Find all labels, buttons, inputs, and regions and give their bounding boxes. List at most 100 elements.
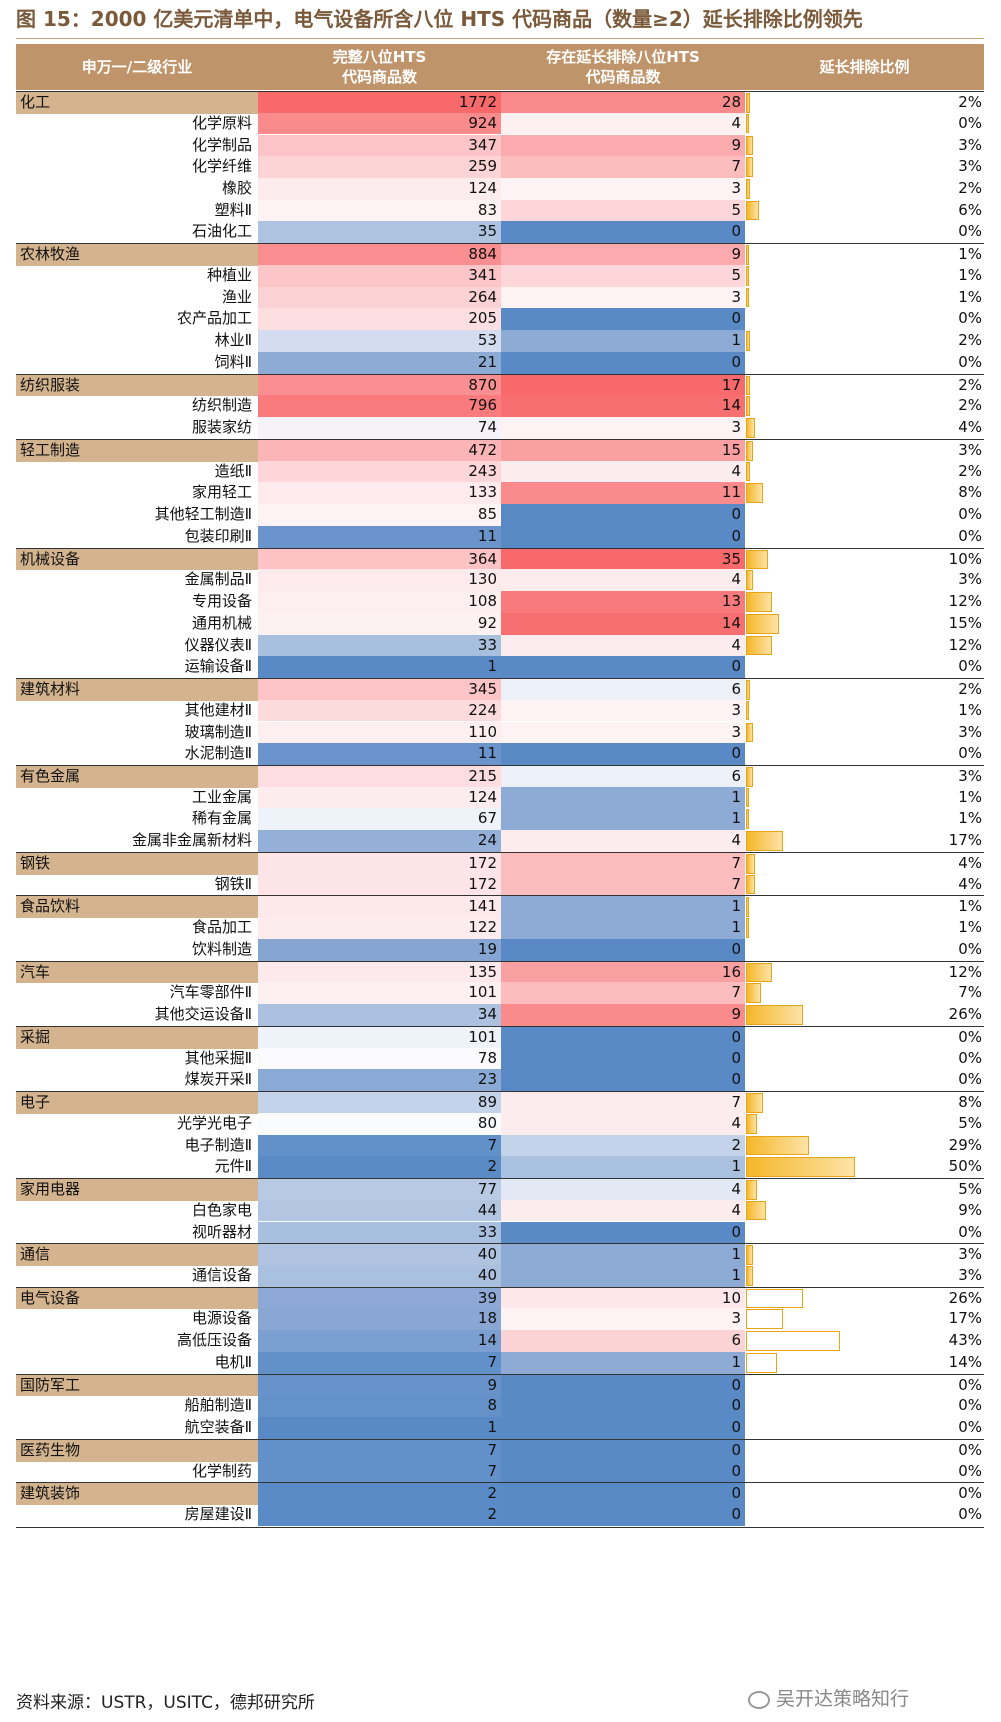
ratio-bar: [746, 1135, 809, 1156]
ratio-cell: 12%: [745, 591, 984, 613]
ratio-cell: 4%: [745, 417, 984, 439]
industry-row-level2: 金属非金属新材料 24 4 17%: [16, 830, 984, 852]
extended-count-cell: 0: [501, 1221, 745, 1244]
ratio-value: 17%: [948, 1309, 982, 1328]
ratio-value: 10%: [948, 549, 982, 568]
ratio-bar: [746, 1245, 753, 1265]
extended-count-cell: 1: [501, 917, 745, 939]
extended-count-cell: 4: [501, 112, 745, 135]
industry-row-level2: 房屋建设Ⅱ 2 0 0%: [16, 1504, 984, 1526]
industry-row-level2: 渔业 264 3 1%: [16, 286, 984, 309]
full-count-cell: 135: [258, 961, 501, 984]
ratio-bar: [746, 461, 750, 482]
industry-name: 电源设备: [191, 1309, 252, 1328]
industry-name: 种植业: [206, 265, 252, 284]
industry-name: 化学纤维: [191, 157, 252, 176]
full-count-cell: 19: [258, 938, 501, 961]
wechat-icon: [748, 1690, 770, 1709]
ratio-cell: 29%: [745, 1135, 984, 1157]
industry-name: 其他建材Ⅱ: [184, 700, 252, 719]
extended-count-cell: 1: [501, 1265, 745, 1287]
ratio-value: 3%: [958, 570, 982, 589]
industry-name: 仪器仪表Ⅱ: [184, 635, 252, 654]
ratio-cell: 2%: [745, 92, 984, 114]
ratio-value: 5%: [958, 1180, 982, 1198]
ratio-bar: [746, 1200, 766, 1221]
industry-name: 建筑装饰: [16, 1483, 258, 1506]
full-count-cell: 870: [258, 374, 501, 397]
full-count-cell: 7: [258, 1460, 501, 1483]
ratio-value: 1%: [958, 700, 982, 719]
ratio-cell: 17%: [745, 1308, 984, 1330]
ratio-cell: 2%: [745, 178, 984, 200]
ratio-cell: 6%: [745, 200, 984, 222]
industry-name: 工业金属: [191, 787, 252, 806]
extended-count-cell: 9: [501, 134, 745, 157]
ratio-cell: 1%: [745, 917, 984, 939]
ratio-value: 0%: [958, 1505, 982, 1524]
ratio-value: 0%: [958, 113, 982, 132]
full-count-cell: 347: [258, 134, 501, 157]
extended-count-cell: 1: [501, 786, 745, 809]
industry-row-level1: 建筑材料 345 6 2%: [16, 678, 984, 701]
extended-count-cell: 9: [501, 244, 745, 266]
industry-row-level2: 钢铁Ⅱ 172 7 4%: [16, 873, 984, 896]
full-count-cell: 264: [258, 286, 501, 309]
full-count-cell: 33: [258, 634, 501, 657]
extended-count-cell: 0: [501, 1460, 745, 1483]
ratio-value: 0%: [958, 1418, 982, 1437]
ratio-value: 14%: [948, 1352, 982, 1371]
industry-row-level2: 塑料Ⅱ 83 5 6%: [16, 199, 984, 222]
ratio-cell: 9%: [745, 1200, 984, 1222]
industry-name: 造纸Ⅱ: [214, 461, 252, 480]
ratio-cell: 5%: [745, 1179, 984, 1201]
ratio-value: 3%: [958, 440, 982, 459]
industry-name: 金属非金属新材料: [131, 831, 252, 850]
extended-count-cell: 4: [501, 830, 745, 852]
extended-count-cell: 0: [501, 656, 745, 678]
industry-name: 纺织制造: [191, 396, 252, 415]
ratio-value: 2%: [958, 93, 982, 111]
industry-name: 汽车零部件Ⅱ: [169, 983, 252, 1002]
industry-name: 专用设备: [191, 592, 252, 610]
industry-row-level2: 金属制品Ⅱ 130 4 3%: [16, 569, 984, 592]
ratio-value: 3%: [958, 157, 982, 176]
table-bottom-rule: [16, 1526, 984, 1528]
ratio-cell: 0%: [745, 308, 984, 330]
industry-name: 农林牧渔: [16, 244, 258, 266]
full-count-cell: 124: [258, 786, 501, 809]
industry-row-level1: 电子 89 7 8%: [16, 1091, 984, 1114]
full-count-cell: 243: [258, 460, 501, 483]
ratio-value: 0%: [958, 505, 982, 524]
ratio-cell: 3%: [745, 1265, 984, 1287]
ratio-bar: [746, 874, 755, 895]
extended-count-cell: 1: [501, 330, 745, 352]
full-count-cell: 2: [258, 1483, 501, 1506]
ratio-value: 3%: [958, 1266, 982, 1284]
extended-count-cell: 35: [501, 548, 745, 571]
ratio-bar: [746, 1157, 855, 1178]
full-count-cell: 40: [258, 1265, 501, 1287]
industry-row-level1: 纺织服装 870 17 2%: [16, 373, 984, 397]
extended-count-cell: 0: [501, 308, 745, 331]
ratio-value: 2%: [958, 375, 982, 394]
extended-count-cell: 7: [501, 156, 745, 178]
full-count-cell: 1: [258, 656, 501, 678]
extended-count-cell: 1: [501, 808, 745, 831]
ratio-bar: [746, 245, 749, 265]
extended-count-cell: 7: [501, 873, 745, 896]
industry-row-level2: 工业金属 124 1 1%: [16, 786, 984, 809]
industry-name: 煤炭开采Ⅱ: [184, 1070, 252, 1089]
full-count-cell: 2: [258, 1156, 501, 1179]
ratio-bar: [746, 1005, 803, 1025]
industry-row-level2: 造纸Ⅱ 243 4 2%: [16, 460, 984, 483]
industry-row-level2: 橡胶 124 3 2%: [16, 178, 984, 200]
full-count-cell: 796: [258, 395, 501, 418]
ratio-value: 4%: [958, 853, 982, 872]
industry-row-level2: 饮料制造 19 0 0%: [16, 938, 984, 961]
ratio-cell: 0%: [745, 504, 984, 526]
ratio-cell: 0%: [745, 1417, 984, 1439]
industry-name: 电子: [16, 1092, 258, 1114]
ratio-cell: 3%: [745, 722, 984, 744]
industry-row-level2: 玻璃制造Ⅱ 110 3 3%: [16, 721, 984, 744]
